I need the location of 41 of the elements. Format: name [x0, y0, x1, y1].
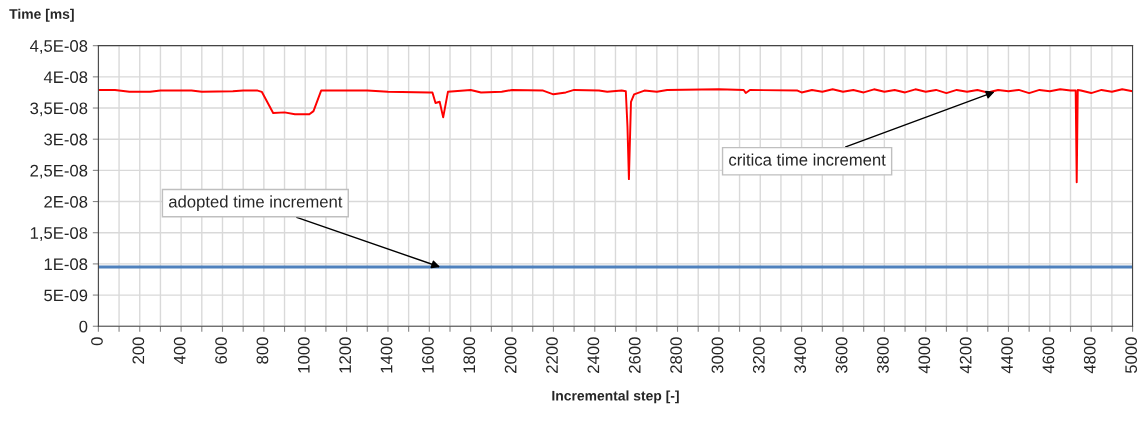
x-tick-label: 2600: [628, 337, 641, 373]
y-axis-title: Time [ms]: [9, 8, 74, 22]
x-tick-label: 3000: [711, 337, 724, 374]
x-tick-label: 3400: [794, 337, 807, 374]
y-tick-label: 1E-08: [44, 258, 88, 271]
x-tick-label: 4800: [1083, 337, 1096, 374]
x-tick-label: 1200: [339, 337, 352, 373]
x-tick-label: 3600: [835, 337, 848, 374]
x-tick-label: 3800: [877, 337, 889, 374]
x-tick-label: 4200: [959, 337, 972, 374]
y-tick-label: 4,5E-08: [29, 40, 88, 54]
x-tick-label: 800: [256, 337, 269, 364]
y-tick-label: 2,5E-08: [30, 164, 88, 179]
x-tick-label: 1800: [463, 337, 476, 373]
x-axis-title: Incremental step [-]: [552, 390, 679, 404]
x-tick-label: 2400: [587, 337, 600, 373]
x-tick-label: 3200: [752, 337, 765, 374]
x-tick-label: 2800: [670, 337, 682, 373]
x-tick-label: 0: [91, 337, 103, 346]
x-tick-label: 1400: [380, 337, 393, 373]
x-tick-label: 1000: [297, 337, 310, 373]
x-tick-label: 1600: [421, 337, 434, 373]
x-tick-label: 4000: [918, 337, 931, 374]
x-tick-label: 4600: [1042, 337, 1055, 374]
y-tick-label: 1,5E-08: [30, 227, 88, 241]
x-tick-label: 2200: [546, 337, 558, 373]
line-series: [98, 88, 1133, 184]
annotation: adopted time increment: [168, 195, 343, 211]
y-tick-label: 0: [79, 320, 88, 333]
x-tick-label: 2000: [504, 337, 517, 373]
y-tick-label: 3E-08: [44, 133, 88, 146]
y-tick-label: 3,5E-08: [30, 102, 88, 117]
annotation: critica time increment: [729, 153, 886, 166]
x-tick-label: 200: [132, 337, 145, 364]
y-tick-label: 4E-08: [43, 71, 88, 84]
x-tick-label: 4400: [1001, 337, 1013, 374]
y-tick-label: 5E-09: [44, 289, 88, 302]
x-tick-label: 600: [215, 337, 227, 364]
y-tick-label: 2E-08: [44, 195, 88, 208]
x-tick-label: 400: [173, 337, 186, 365]
x-tick-label: 5000: [1125, 337, 1138, 374]
